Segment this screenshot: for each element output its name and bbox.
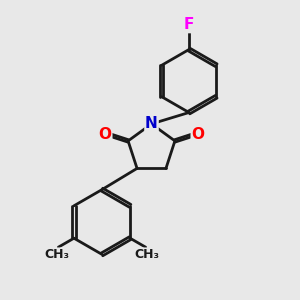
Text: N: N xyxy=(145,116,158,131)
Text: O: O xyxy=(191,127,204,142)
Text: F: F xyxy=(184,17,194,32)
Text: CH₃: CH₃ xyxy=(44,248,69,261)
Text: CH₃: CH₃ xyxy=(135,248,160,261)
Text: O: O xyxy=(99,127,112,142)
